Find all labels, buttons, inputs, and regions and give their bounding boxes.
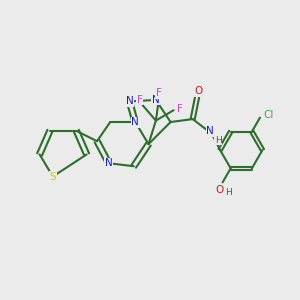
Text: F: F: [176, 104, 182, 114]
Text: N: N: [105, 158, 113, 168]
Text: H: H: [225, 188, 232, 197]
Text: O: O: [194, 86, 203, 96]
Text: Cl: Cl: [263, 110, 273, 120]
Text: N: N: [125, 96, 133, 106]
Text: N: N: [131, 117, 139, 127]
Text: H: H: [215, 136, 222, 145]
Text: N: N: [152, 95, 160, 105]
Text: N: N: [206, 126, 214, 136]
Text: F: F: [156, 88, 162, 98]
Text: S: S: [50, 172, 56, 182]
Text: F: F: [137, 95, 142, 105]
Text: O: O: [215, 185, 223, 195]
